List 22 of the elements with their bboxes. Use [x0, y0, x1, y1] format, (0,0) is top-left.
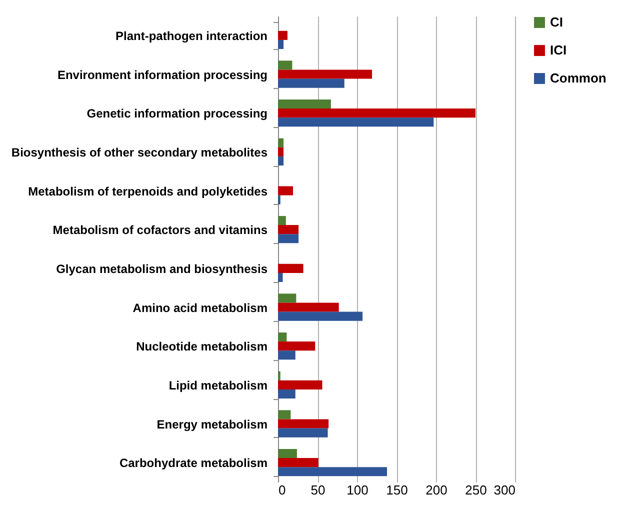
- y-tick-label: Carbohydrate metabolism: [119, 456, 268, 470]
- y-tick-label: Plant-pathogen interaction: [115, 28, 268, 43]
- x-tick-label: 50: [310, 482, 326, 498]
- y-tick-label: Amino acid metabolism: [132, 300, 268, 315]
- x-tick-label: 300: [494, 482, 516, 498]
- x-tick-label: 0: [278, 482, 286, 498]
- y-tick-label: Nucleotide metabolism: [136, 340, 268, 354]
- y-tick-label: Environment information processing: [57, 68, 268, 82]
- x-tick-label: 150: [386, 482, 408, 498]
- x-tick-label: 250: [465, 482, 487, 498]
- x-tick-label: 100: [346, 482, 368, 498]
- y-tick-label: Genetic information processing: [86, 106, 268, 121]
- legend-label: CI: [550, 14, 563, 30]
- y-tick-label: Glycan metabolism and biosynthesis: [56, 262, 268, 276]
- y-tick-label: Energy metabolism: [156, 417, 268, 432]
- legend-label: Common: [550, 70, 606, 86]
- x-tick-label: 200: [426, 482, 448, 498]
- y-tick-label: Biosynthesis of other secondary metabolites: [11, 145, 268, 160]
- y-tick-label: Metabolism of terpenoids and polyketides: [28, 184, 268, 198]
- y-tick-label: Lipid metabolism: [168, 378, 268, 392]
- legend-label: ICI: [550, 42, 567, 58]
- y-tick-label: Metabolism of cofactors and vitamins: [52, 223, 268, 238]
